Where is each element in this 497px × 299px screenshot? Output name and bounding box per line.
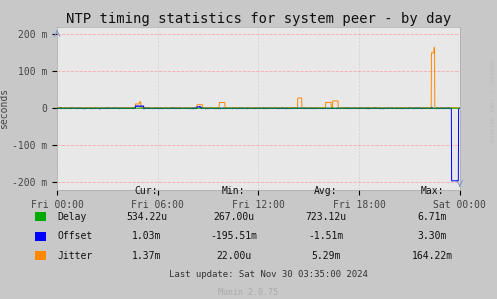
Text: Max:: Max:	[420, 186, 444, 196]
Text: Munin 2.0.75: Munin 2.0.75	[219, 288, 278, 297]
Text: 5.29m: 5.29m	[311, 251, 340, 261]
Text: Cur:: Cur:	[135, 186, 159, 196]
Text: Delay: Delay	[57, 212, 86, 222]
Text: 723.12u: 723.12u	[305, 212, 346, 222]
Text: 534.22u: 534.22u	[126, 212, 167, 222]
Text: 267.00u: 267.00u	[213, 212, 254, 222]
Text: 3.30m: 3.30m	[417, 231, 447, 241]
Text: Min:: Min:	[222, 186, 246, 196]
Text: 1.37m: 1.37m	[132, 251, 162, 261]
Text: -1.51m: -1.51m	[308, 231, 343, 241]
Text: 22.00u: 22.00u	[216, 251, 251, 261]
Title: NTP timing statistics for system peer - by day: NTP timing statistics for system peer - …	[66, 12, 451, 26]
Text: 164.22m: 164.22m	[412, 251, 453, 261]
Text: Avg:: Avg:	[314, 186, 337, 196]
Text: RRDTOOL / TOBI OETIKER: RRDTOOL / TOBI OETIKER	[489, 60, 494, 143]
Y-axis label: seconds: seconds	[0, 88, 9, 129]
Text: 1.03m: 1.03m	[132, 231, 162, 241]
Text: -195.51m: -195.51m	[210, 231, 257, 241]
Text: Offset: Offset	[57, 231, 92, 241]
Text: Jitter: Jitter	[57, 251, 92, 261]
Text: 6.71m: 6.71m	[417, 212, 447, 222]
Text: Last update: Sat Nov 30 03:35:00 2024: Last update: Sat Nov 30 03:35:00 2024	[169, 270, 368, 279]
